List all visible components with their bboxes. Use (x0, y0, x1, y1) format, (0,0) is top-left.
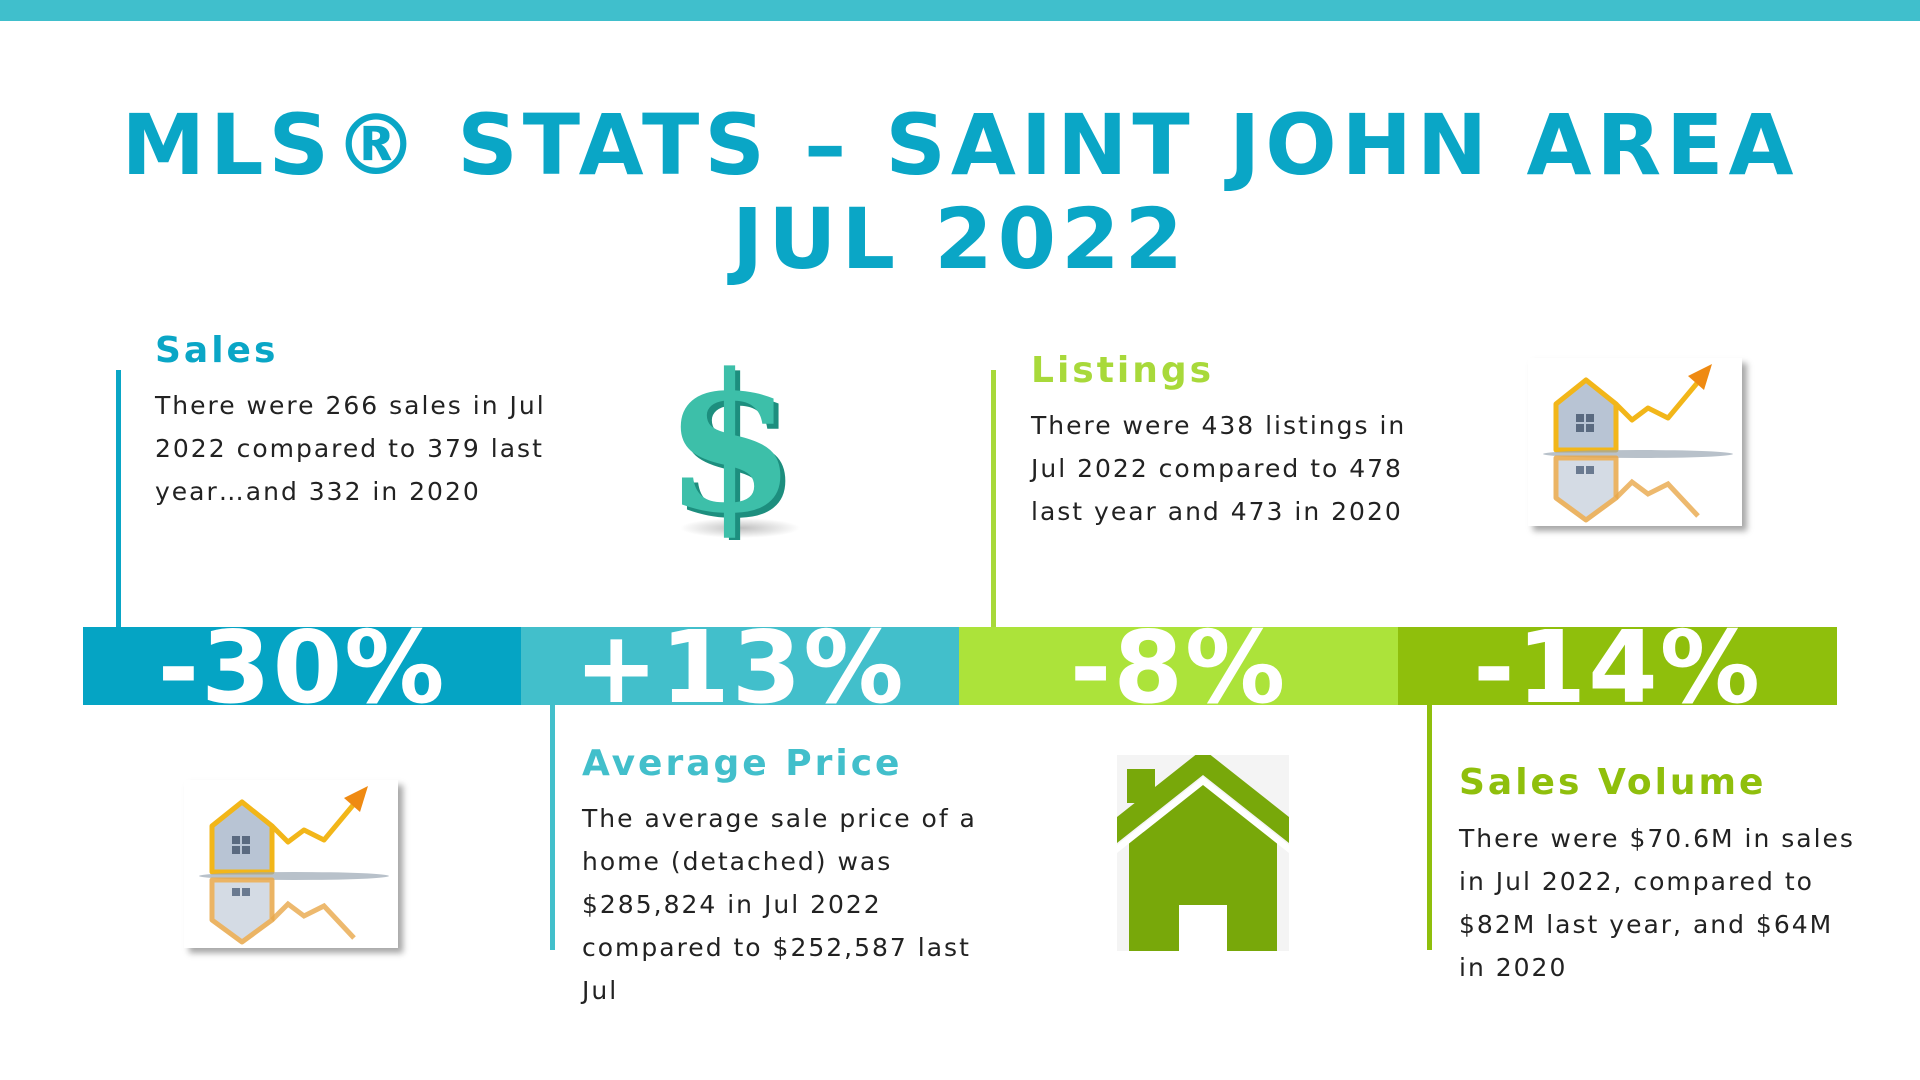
stat-sales-change: -30% (157, 627, 447, 705)
listings-connector-line (991, 370, 996, 628)
title-line-1: MLS® STATS – SAINT JOHN AREA (121, 96, 1799, 194)
stat-band-sales-volume: -14% (1398, 627, 1837, 705)
listings-heading: Listings (1031, 350, 1215, 391)
sales-volume-connector-line (1427, 705, 1432, 950)
sales-volume-text: There were $70.6M in sales in Jul 2022, … (1459, 824, 1855, 982)
stat-listings-change: -8% (1069, 627, 1288, 705)
house-chart-icon (1528, 358, 1742, 526)
stat-band-sales: -30% (83, 627, 521, 705)
svg-text:$: $ (669, 340, 801, 540)
sales-connector-line (116, 370, 121, 628)
svg-text:$: $ (664, 340, 796, 540)
sales-volume-heading: Sales Volume (1459, 762, 1767, 803)
stat-sales-volume-change: -14% (1473, 627, 1762, 705)
average-price-text: The average sale price of a home (detach… (582, 804, 977, 1005)
stat-band-average-price: +13% (521, 627, 959, 705)
house-icon (1117, 749, 1289, 951)
average-price-connector-line (550, 705, 555, 950)
sales-heading: Sales (155, 330, 279, 371)
average-price-heading: Average Price (582, 743, 903, 784)
listings-text: There were 438 listings in Jul 2022 comp… (1031, 411, 1407, 526)
house-chart-icon (184, 780, 398, 948)
top-accent-bar (0, 0, 1920, 21)
sales-text: There were 266 sales in Jul 2022 compare… (155, 391, 546, 506)
stat-average-price-change: +13% (574, 627, 906, 705)
stat-band-listings: -8% (959, 627, 1398, 705)
dollar-sign-icon: $ $ (660, 332, 810, 560)
title-line-2: JUL 2022 (731, 190, 1189, 288)
page-title: MLS® STATS – SAINT JOHN AREA JUL 2022 (0, 98, 1920, 286)
